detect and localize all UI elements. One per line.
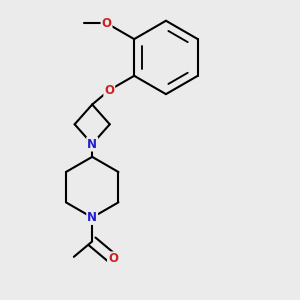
Text: N: N <box>87 138 97 151</box>
Text: O: O <box>101 16 112 30</box>
Text: O: O <box>108 252 118 266</box>
Text: N: N <box>87 211 97 224</box>
Text: O: O <box>104 84 114 97</box>
